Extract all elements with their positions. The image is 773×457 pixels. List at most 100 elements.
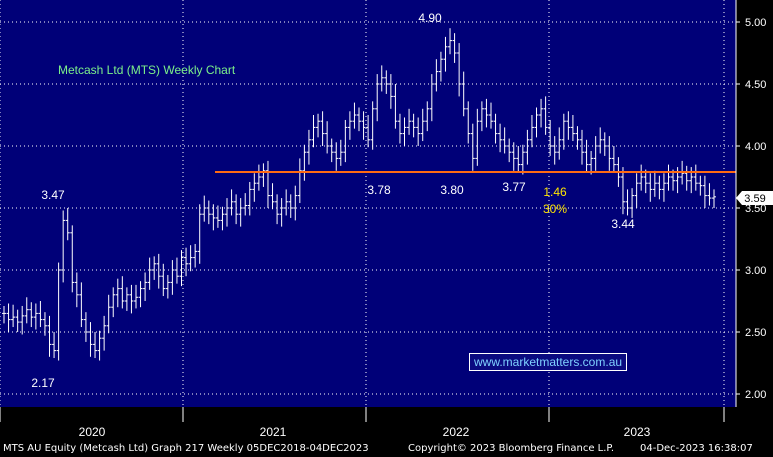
plot-background xyxy=(0,0,736,407)
x-tick-label: 2021 xyxy=(260,425,287,439)
price-bar xyxy=(388,74,393,109)
price-bar xyxy=(120,276,125,309)
price-bar xyxy=(29,302,34,328)
price-bar xyxy=(657,175,662,200)
price-bar xyxy=(97,330,102,361)
x-tick-label: 2020 xyxy=(79,425,106,439)
price-bar xyxy=(170,260,175,295)
price-bar xyxy=(393,84,398,129)
price-bar xyxy=(698,175,703,196)
price-bar xyxy=(193,243,198,268)
price-bar xyxy=(284,189,289,216)
price-bar xyxy=(684,165,689,191)
last-price-label: 3.59 xyxy=(744,193,765,205)
price-bar xyxy=(570,115,575,142)
price-bar xyxy=(525,129,530,165)
price-bar xyxy=(466,101,471,144)
price-bars xyxy=(2,28,716,361)
price-bar xyxy=(511,142,516,171)
chart-title: Metcash Ltd (MTS) Weekly Chart xyxy=(58,63,236,77)
price-bar xyxy=(275,194,280,225)
price-bar xyxy=(648,173,653,202)
y-tick-label: 4.50 xyxy=(745,79,766,91)
price-bar xyxy=(102,315,107,351)
price-bar xyxy=(211,204,216,231)
price-bar xyxy=(384,70,389,94)
price-bar xyxy=(548,119,553,156)
price-bar xyxy=(2,305,6,324)
price-bar xyxy=(475,108,480,166)
price-bar xyxy=(502,127,507,154)
price-bar xyxy=(488,102,493,129)
price-bar xyxy=(598,127,603,154)
annotation-label: 1.46 xyxy=(543,185,567,199)
price-bar xyxy=(470,123,475,171)
price-bar xyxy=(652,170,657,197)
x-axis: 2020 2021 2022 2023 xyxy=(0,407,725,439)
price-bar xyxy=(306,129,311,165)
price-bar xyxy=(452,33,457,63)
price-bar xyxy=(602,132,607,156)
price-bar xyxy=(429,74,434,122)
annotation-label: 3.77 xyxy=(502,180,526,194)
price-bar xyxy=(88,322,93,357)
price-bar xyxy=(24,297,29,324)
price-bar xyxy=(311,115,316,148)
price-bar xyxy=(457,43,462,97)
price-bar xyxy=(247,181,252,216)
x-tick-label: 2022 xyxy=(443,425,470,439)
y-tick-label: 5.00 xyxy=(745,17,766,29)
y-axis: 2.00 2.50 3.00 3.50 4.00 4.50 5.00 xyxy=(735,0,766,407)
price-bar xyxy=(133,284,138,309)
price-bar xyxy=(448,28,453,55)
price-bar xyxy=(206,200,211,225)
watermark-link[interactable]: www.marketmatters.com.au xyxy=(469,353,628,371)
price-bar xyxy=(156,253,161,289)
price-bar xyxy=(507,138,512,163)
price-bar xyxy=(202,195,207,222)
price-bar xyxy=(593,136,598,171)
price-bar xyxy=(375,74,380,122)
price-bar xyxy=(325,121,330,154)
y-tick-label: 4.00 xyxy=(745,141,766,153)
price-bar xyxy=(539,98,544,128)
price-bar xyxy=(197,204,202,264)
price-bar xyxy=(643,169,648,194)
price-bar xyxy=(443,36,448,72)
price-bar xyxy=(420,108,425,142)
price-bar xyxy=(124,287,129,311)
price-bar xyxy=(693,164,698,191)
price-bar xyxy=(552,136,557,165)
price-bar xyxy=(83,312,88,342)
price-bar xyxy=(379,65,384,92)
price-bar xyxy=(20,305,25,335)
price-bar xyxy=(411,113,416,138)
annotation-label: 3.78 xyxy=(367,183,391,197)
price-bar xyxy=(352,102,357,129)
price-bar xyxy=(65,208,70,241)
price-bar xyxy=(707,183,712,206)
price-bar xyxy=(42,312,47,336)
price-bar xyxy=(143,272,148,301)
annotation-label: 4.90 xyxy=(418,11,442,25)
price-bar xyxy=(52,332,57,359)
price-bar xyxy=(225,198,230,227)
price-bar xyxy=(47,315,52,357)
price-bar xyxy=(407,108,412,135)
price-bar xyxy=(11,304,16,328)
price-bar xyxy=(479,101,484,132)
price-bar xyxy=(561,113,566,150)
price-bar xyxy=(575,126,580,150)
price-bar xyxy=(79,282,84,328)
price-bar xyxy=(56,262,61,361)
price-bar xyxy=(70,225,75,293)
price-bar xyxy=(634,173,639,208)
price-bar xyxy=(434,59,439,92)
price-bar xyxy=(343,119,348,163)
price-bar xyxy=(138,281,143,308)
price-bar xyxy=(161,263,166,297)
chart-svg: 2.002.503.003.504.004.505.00 2020 2021 202… xyxy=(0,0,773,440)
price-bar xyxy=(580,129,585,165)
price-bar xyxy=(184,247,189,277)
price-bar xyxy=(543,96,548,135)
